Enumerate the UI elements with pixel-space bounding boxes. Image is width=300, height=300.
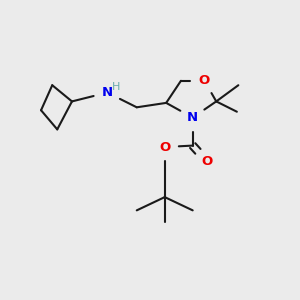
Text: N: N [102, 86, 113, 99]
Text: O: O [199, 74, 210, 87]
Text: O: O [202, 155, 213, 168]
Text: O: O [159, 141, 170, 154]
Text: N: N [187, 111, 198, 124]
Text: H: H [112, 82, 120, 92]
